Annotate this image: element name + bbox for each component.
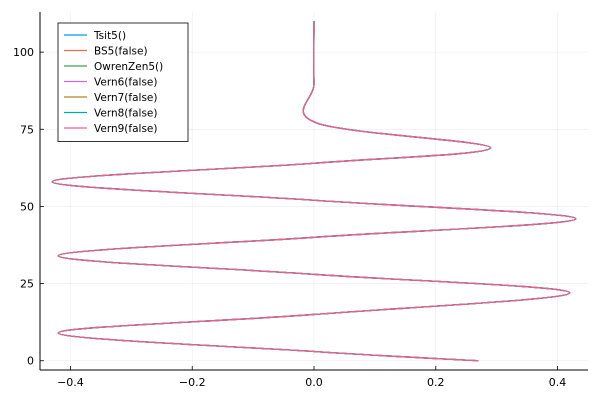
legend-label: BS5(false)	[94, 46, 148, 58]
legend-box	[57, 22, 189, 142]
x-tick-label: 0.2	[427, 376, 445, 389]
series-lines	[51, 21, 577, 362]
x-tick-label: 0.4	[549, 376, 567, 389]
y-tick-label: 0	[27, 355, 34, 368]
x-tick-label: −0.4	[57, 376, 84, 389]
y-tick-label: 75	[20, 123, 34, 136]
legend-label: Vern7(false)	[94, 92, 157, 104]
y-tick-label: 50	[20, 200, 34, 213]
series-line-7	[51, 21, 577, 362]
y-tick-label: 25	[20, 278, 34, 291]
x-tick-label: −0.2	[179, 376, 206, 389]
tick-labels: −0.4 −0.2 0.0 0.2 0.4 0 25 50 75 100	[13, 46, 566, 389]
legend-label: Tsit5()	[93, 30, 126, 42]
x-tick-label: 0.0	[305, 376, 323, 389]
legend-label: OwrenZen5()	[94, 61, 163, 73]
legend: Tsit5() BS5(false) OwrenZen5() Vern6(false)…	[57, 22, 189, 142]
legend-label: Vern8(false)	[94, 108, 157, 120]
legend-label: Vern6(false)	[94, 77, 157, 89]
axes	[39, 12, 588, 371]
y-tick-label: 100	[13, 46, 34, 59]
legend-label: Vern9(false)	[94, 123, 157, 135]
